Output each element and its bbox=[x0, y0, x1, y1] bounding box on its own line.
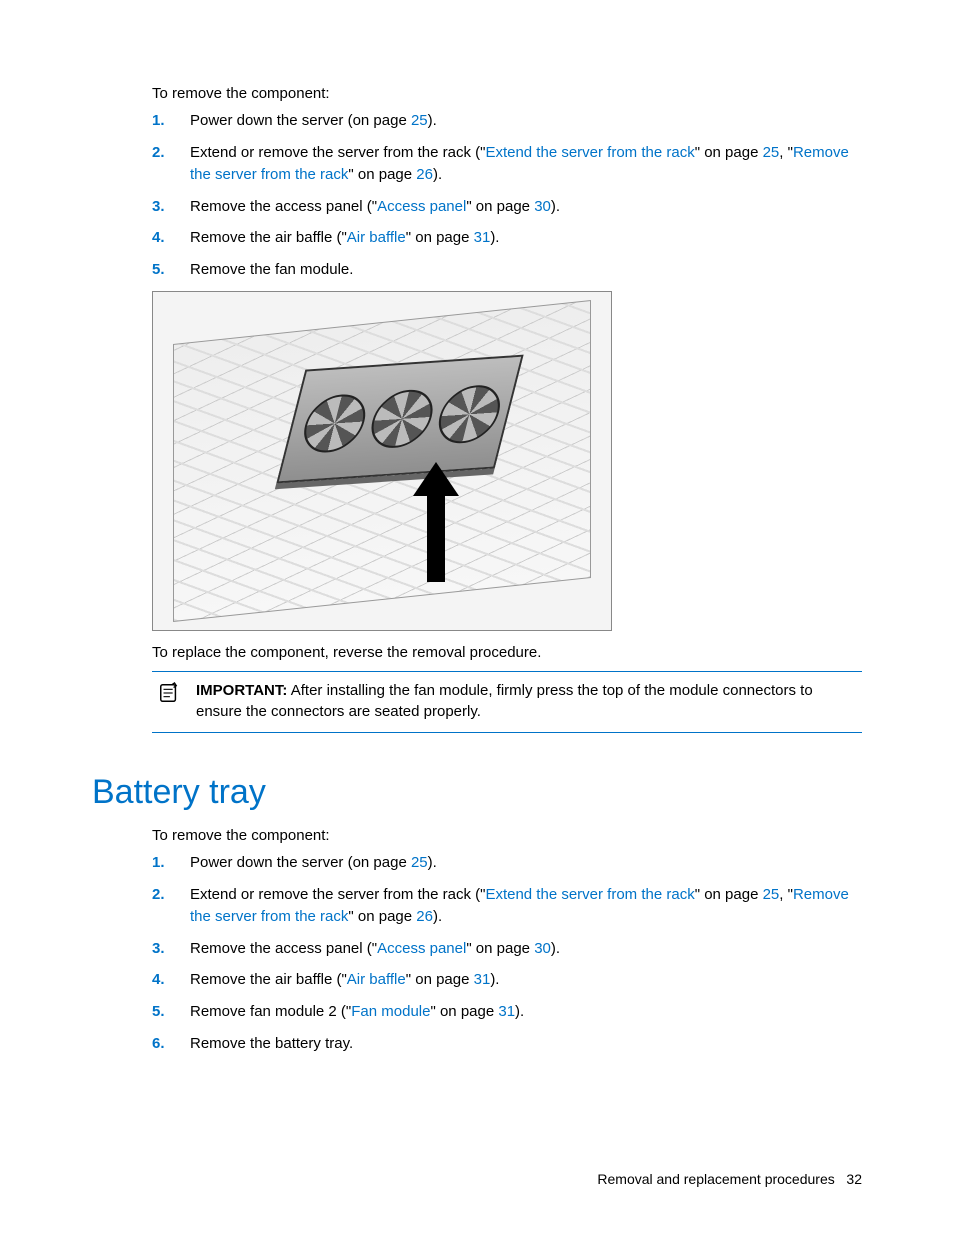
page-link[interactable]: 25 bbox=[411, 112, 428, 129]
fan-module-graphic bbox=[276, 354, 523, 483]
step-item: 1. Power down the server (on page 25). bbox=[152, 852, 862, 874]
step-text: ). bbox=[428, 112, 437, 129]
step-item: 3. Remove the access panel ("Access pane… bbox=[152, 938, 862, 960]
important-glyph-icon bbox=[158, 682, 180, 704]
page-link[interactable]: 25 bbox=[763, 144, 780, 161]
step-item: 5. Remove fan module 2 ("Fan module" on … bbox=[152, 1001, 862, 1023]
xref-link[interactable]: Access panel bbox=[377, 940, 466, 957]
step-text: ). bbox=[490, 971, 499, 988]
step-item: 2. Extend or remove the server from the … bbox=[152, 142, 862, 186]
step-text: " on page bbox=[466, 198, 534, 215]
step-number: 6. bbox=[152, 1033, 165, 1055]
xref-link[interactable]: Access panel bbox=[377, 198, 466, 215]
note-text: IMPORTANT: After installing the fan modu… bbox=[196, 680, 858, 722]
step-text: ). bbox=[551, 940, 560, 957]
step-text: " on page bbox=[430, 1003, 498, 1020]
step-number: 4. bbox=[152, 227, 165, 249]
step-item: 4. Remove the air baffle ("Air baffle" o… bbox=[152, 969, 862, 991]
step-text: ). bbox=[515, 1003, 524, 1020]
step-text: Remove the access panel (" bbox=[190, 940, 377, 957]
page-number: 32 bbox=[846, 1171, 862, 1187]
page-link[interactable]: 31 bbox=[474, 229, 491, 246]
step-text: Extend or remove the server from the rac… bbox=[190, 144, 485, 161]
step-text: , " bbox=[779, 886, 793, 903]
note-label: IMPORTANT: bbox=[196, 682, 287, 699]
step-text: Remove the air baffle (" bbox=[190, 971, 347, 988]
step-text: ). bbox=[433, 908, 442, 925]
step-text: ). bbox=[551, 198, 560, 215]
step-text: " on page bbox=[348, 908, 416, 925]
step-number: 1. bbox=[152, 852, 165, 874]
fan-icon bbox=[365, 388, 439, 450]
step-number: 3. bbox=[152, 196, 165, 218]
xref-link[interactable]: Air baffle bbox=[347, 229, 406, 246]
step-text: ). bbox=[428, 854, 437, 871]
step-number: 2. bbox=[152, 142, 165, 164]
step-text: Power down the server (on page bbox=[190, 112, 411, 129]
footer-text: Removal and replacement procedures bbox=[597, 1171, 834, 1187]
step-number: 4. bbox=[152, 969, 165, 991]
step-text: " on page bbox=[695, 886, 763, 903]
page-link[interactable]: 26 bbox=[416, 166, 433, 183]
replace-text: To replace the component, reverse the re… bbox=[152, 643, 862, 663]
step-item: 1. Power down the server (on page 25). bbox=[152, 110, 862, 132]
step-text: " on page bbox=[695, 144, 763, 161]
step-text: Remove the fan module. bbox=[190, 261, 353, 278]
step-item: 5. Remove the fan module. bbox=[152, 259, 862, 281]
note-body: After installing the fan module, firmly … bbox=[196, 682, 813, 720]
xref-link[interactable]: Extend the server from the rack bbox=[485, 886, 694, 903]
page-link[interactable]: 31 bbox=[474, 971, 491, 988]
xref-link[interactable]: Extend the server from the rack bbox=[485, 144, 694, 161]
step-text: Extend or remove the server from the rac… bbox=[190, 886, 485, 903]
step-number: 2. bbox=[152, 884, 165, 906]
fan-icon bbox=[432, 383, 506, 445]
page-link[interactable]: 26 bbox=[416, 908, 433, 925]
step-text: Remove fan module 2 (" bbox=[190, 1003, 351, 1020]
xref-link[interactable]: Air baffle bbox=[347, 971, 406, 988]
step-text: Remove the battery tray. bbox=[190, 1035, 353, 1052]
page-link[interactable]: 30 bbox=[534, 198, 551, 215]
fan-icon bbox=[298, 392, 372, 454]
step-item: 4. Remove the air baffle ("Air baffle" o… bbox=[152, 227, 862, 249]
step-text: Power down the server (on page bbox=[190, 854, 411, 871]
step-item: 6. Remove the battery tray. bbox=[152, 1033, 862, 1055]
page-link[interactable]: 31 bbox=[498, 1003, 515, 1020]
steps-list-2: 1. Power down the server (on page 25). 2… bbox=[152, 852, 862, 1054]
page-link[interactable]: 25 bbox=[411, 854, 428, 871]
step-item: 2. Extend or remove the server from the … bbox=[152, 884, 862, 928]
step-number: 5. bbox=[152, 1001, 165, 1023]
step-text: ). bbox=[433, 166, 442, 183]
step-text: " on page bbox=[348, 166, 416, 183]
step-item: 3. Remove the access panel ("Access pane… bbox=[152, 196, 862, 218]
page-footer: Removal and replacement procedures 32 bbox=[597, 1171, 862, 1187]
page-link[interactable]: 30 bbox=[534, 940, 551, 957]
fan-module-illustration bbox=[152, 291, 612, 631]
step-text: " on page bbox=[406, 971, 474, 988]
step-text: Remove the air baffle (" bbox=[190, 229, 347, 246]
step-text: , " bbox=[779, 144, 793, 161]
step-text: " on page bbox=[406, 229, 474, 246]
step-number: 5. bbox=[152, 259, 165, 281]
up-arrow-icon bbox=[413, 462, 459, 582]
step-number: 1. bbox=[152, 110, 165, 132]
step-number: 3. bbox=[152, 938, 165, 960]
important-note: IMPORTANT: After installing the fan modu… bbox=[152, 671, 862, 733]
intro-text: To remove the component: bbox=[152, 84, 862, 104]
page-link[interactable]: 25 bbox=[763, 886, 780, 903]
page: To remove the component: 1. Power down t… bbox=[0, 0, 954, 1235]
section-heading-battery-tray: Battery tray bbox=[92, 773, 862, 812]
step-text: ). bbox=[490, 229, 499, 246]
intro-text: To remove the component: bbox=[152, 826, 862, 846]
steps-list-1: 1. Power down the server (on page 25). 2… bbox=[152, 110, 862, 281]
note-icon bbox=[156, 680, 182, 722]
step-text: Remove the access panel (" bbox=[190, 198, 377, 215]
xref-link[interactable]: Fan module bbox=[351, 1003, 430, 1020]
step-text: " on page bbox=[466, 940, 534, 957]
